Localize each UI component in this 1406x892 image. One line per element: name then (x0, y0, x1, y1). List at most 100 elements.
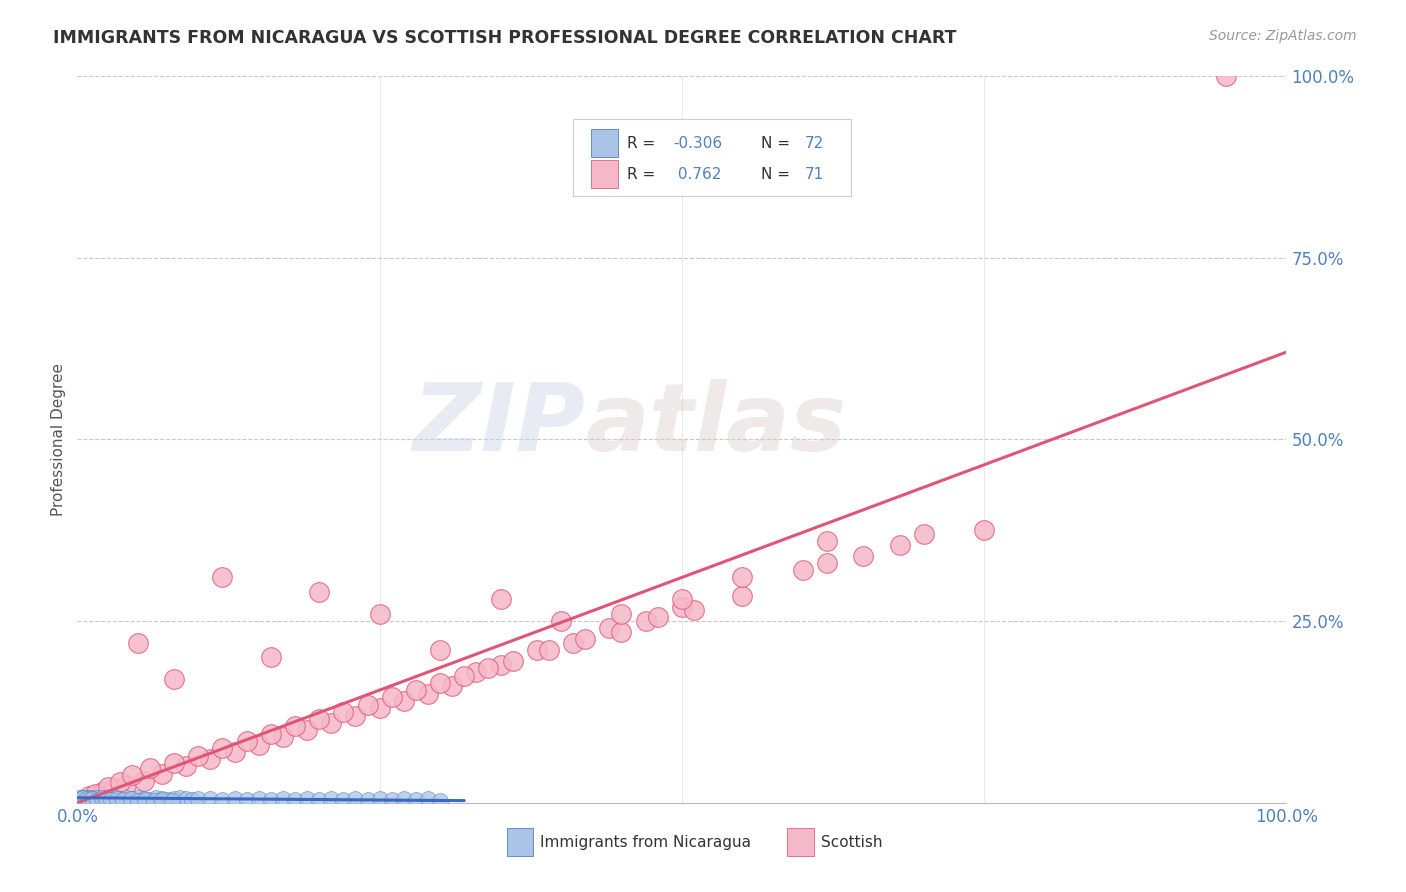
Point (80, 793, 103, 807)
Point (69, 793, 91, 807)
Point (465, 665, 488, 679)
Point (392, 792, 415, 806)
Point (368, 607, 391, 621)
Point (429, 643, 451, 657)
Point (200, 752, 222, 766)
Point (108, 775, 131, 789)
FancyBboxPatch shape (574, 120, 851, 195)
Point (1215, 69, 1237, 83)
Point (429, 676, 451, 690)
Text: Source: ZipAtlas.com: Source: ZipAtlas.com (1209, 29, 1357, 43)
Point (647, 610, 669, 624)
Point (93, 791, 115, 805)
Text: Scottish: Scottish (821, 835, 883, 850)
Point (815, 534, 838, 549)
Point (260, 650, 283, 665)
Text: atlas: atlas (585, 379, 846, 471)
Point (145, 791, 167, 805)
Point (132, 774, 155, 789)
Point (134, 793, 156, 807)
Point (211, 570, 233, 584)
Point (344, 708, 367, 723)
Point (105, 792, 128, 806)
Point (163, 756, 186, 770)
Point (187, 792, 209, 806)
Point (100, 793, 122, 807)
Point (174, 792, 197, 806)
Point (416, 687, 439, 701)
Point (502, 654, 524, 668)
Point (574, 632, 596, 647)
Point (174, 759, 197, 773)
Point (683, 603, 706, 617)
Point (150, 766, 173, 780)
Point (537, 643, 560, 657)
Point (77, 793, 100, 807)
Point (150, 792, 173, 806)
Point (405, 793, 427, 807)
Point (70, 792, 93, 806)
Point (96, 792, 118, 806)
Point (271, 792, 294, 806)
Point (295, 792, 318, 806)
Text: IMMIGRANTS FROM NICARAGUA VS SCOTTISH PROFESSIONAL DEGREE CORRELATION CHART: IMMIGRANTS FROM NICARAGUA VS SCOTTISH PR… (53, 29, 957, 46)
Point (157, 793, 180, 807)
Point (598, 621, 620, 635)
Text: Immigrants from Nicaragua: Immigrants from Nicaragua (540, 835, 751, 850)
Point (671, 592, 693, 607)
Point (610, 624, 633, 639)
Bar (592, 161, 617, 188)
Point (247, 792, 270, 806)
Text: N =: N = (761, 168, 794, 182)
Point (132, 792, 155, 806)
Point (489, 657, 512, 672)
Point (284, 719, 307, 733)
Point (163, 672, 186, 686)
Point (477, 661, 499, 675)
Point (84, 792, 107, 806)
Point (70, 791, 93, 805)
Point (89, 793, 111, 807)
Point (973, 523, 995, 537)
Point (610, 607, 633, 621)
Point (562, 636, 585, 650)
Point (308, 712, 330, 726)
Point (429, 794, 451, 808)
Point (211, 793, 233, 807)
Point (260, 727, 283, 741)
Point (416, 792, 439, 806)
Point (356, 793, 378, 807)
Point (852, 549, 875, 563)
Text: R =: R = (627, 168, 661, 182)
Point (163, 792, 186, 806)
Point (224, 745, 246, 759)
Point (321, 792, 343, 806)
Point (526, 643, 548, 657)
Point (247, 738, 270, 752)
Point (271, 731, 294, 745)
Point (73, 790, 96, 805)
Point (96, 792, 118, 806)
Point (121, 768, 143, 782)
Point (84, 787, 107, 801)
Point (368, 701, 391, 715)
Point (86, 793, 108, 807)
Point (105, 791, 128, 805)
Point (912, 526, 935, 541)
Point (127, 791, 149, 805)
Point (489, 592, 512, 607)
Point (67, 791, 90, 805)
Point (381, 690, 404, 705)
Point (634, 614, 657, 628)
Point (392, 694, 415, 708)
Y-axis label: Professional Degree: Professional Degree (51, 363, 66, 516)
Point (90, 785, 112, 799)
Point (889, 538, 911, 552)
Text: N =: N = (761, 136, 794, 152)
Point (139, 793, 162, 807)
Point (103, 781, 125, 796)
Point (72, 791, 94, 805)
Point (79, 789, 101, 803)
Point (731, 570, 754, 584)
Point (381, 793, 404, 807)
